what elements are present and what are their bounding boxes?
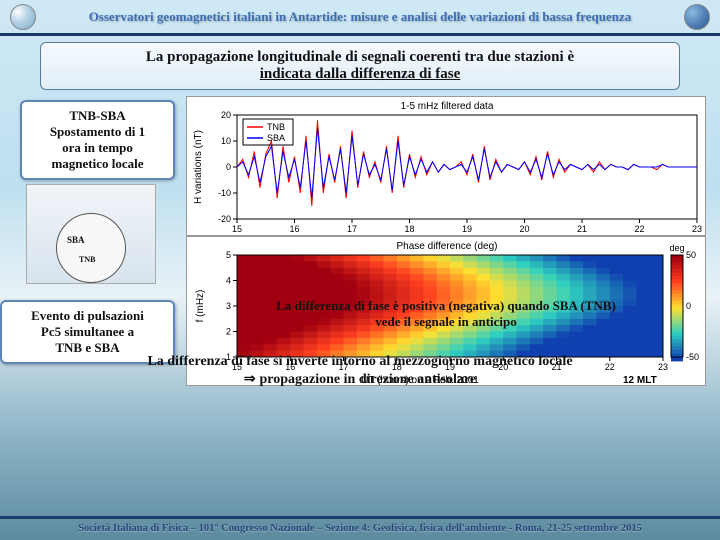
info-box-tnb-sba: TNB-SBA Spostamento di 1 ora in tempo ma… — [20, 100, 175, 180]
logo-left — [10, 4, 36, 30]
content-area: TNB-SBA Spostamento di 1 ora in tempo ma… — [0, 96, 720, 100]
svg-text:1-5 mHz filtered data: 1-5 mHz filtered data — [401, 101, 494, 112]
svg-text:H variations (nT): H variations (nT) — [193, 130, 204, 204]
svg-text:-50: -50 — [686, 352, 699, 362]
svg-text:10: 10 — [221, 136, 231, 146]
logo-right — [684, 4, 710, 30]
header-title: Osservatori geomagnetici italiani in Ant… — [36, 9, 684, 25]
svg-text:4: 4 — [226, 276, 231, 286]
caption-phase-sign: La differenza di fase è positiva (negati… — [186, 298, 706, 330]
svg-text:deg: deg — [669, 243, 684, 253]
svg-text:-20: -20 — [218, 214, 231, 224]
svg-text:17: 17 — [347, 224, 357, 234]
box2-l3: TNB e SBA — [55, 340, 119, 355]
map-label-tnb: TNB — [79, 255, 95, 264]
chart-area: 1-5 mHz filtered data -20 -10 0 10 20 15 16 17 18… — [186, 96, 706, 386]
svg-text:18: 18 — [404, 224, 414, 234]
svg-text:20: 20 — [221, 110, 231, 120]
cap1-l2: vede il segnale in anticipo — [375, 314, 517, 329]
box2-l1: Evento di pulsazioni — [31, 308, 144, 323]
map-circle — [56, 213, 126, 283]
main-title-line1: La propagazione longitudinale di segnali… — [146, 49, 574, 65]
antarctica-map: SBA TNB — [26, 184, 156, 284]
main-title-line2: indicata dalla differenza di fase — [260, 66, 461, 82]
header: Osservatori geomagnetici italiani in Ant… — [0, 0, 720, 36]
box1-l2: Spostamento di 1 — [50, 124, 145, 139]
svg-text:16: 16 — [289, 224, 299, 234]
svg-text:19: 19 — [462, 224, 472, 234]
box1-l1: TNB-SBA — [69, 108, 125, 123]
svg-text:23: 23 — [692, 224, 702, 234]
top-chart: 1-5 mHz filtered data -20 -10 0 10 20 15 16 17 18… — [186, 96, 706, 236]
map-label-sba: SBA — [67, 235, 85, 245]
cap2-l2: propagazione in direzione antisolare — [260, 372, 477, 387]
caption-propagation: La differenza di fase si inverte intorno… — [40, 354, 680, 388]
svg-text:21: 21 — [577, 224, 587, 234]
box1-l3: ora in tempo — [62, 140, 133, 155]
svg-text:15: 15 — [232, 224, 242, 234]
svg-text:50: 50 — [686, 250, 696, 260]
arrow-icon: ⇒ — [244, 370, 260, 386]
svg-text:TNB: TNB — [267, 122, 285, 132]
svg-text:20: 20 — [519, 224, 529, 234]
svg-text:Phase difference (deg): Phase difference (deg) — [397, 241, 498, 252]
box2-l2: Pc5 simultanee a — [41, 324, 134, 339]
cap1-l1: La differenza di fase è positiva (negati… — [276, 298, 616, 313]
svg-text:SBA: SBA — [267, 133, 285, 143]
box1-l4: magnetico locale — [51, 156, 143, 171]
main-title-box: La propagazione longitudinale di segnali… — [40, 42, 680, 90]
svg-text:5: 5 — [226, 250, 231, 260]
svg-text:22: 22 — [634, 224, 644, 234]
svg-text:0: 0 — [226, 162, 231, 172]
footer: Società Italiana di Fisica – 101° Congre… — [0, 516, 720, 540]
cap2-l1: La differenza di fase si inverte intorno… — [147, 354, 572, 369]
svg-text:-10: -10 — [218, 188, 231, 198]
